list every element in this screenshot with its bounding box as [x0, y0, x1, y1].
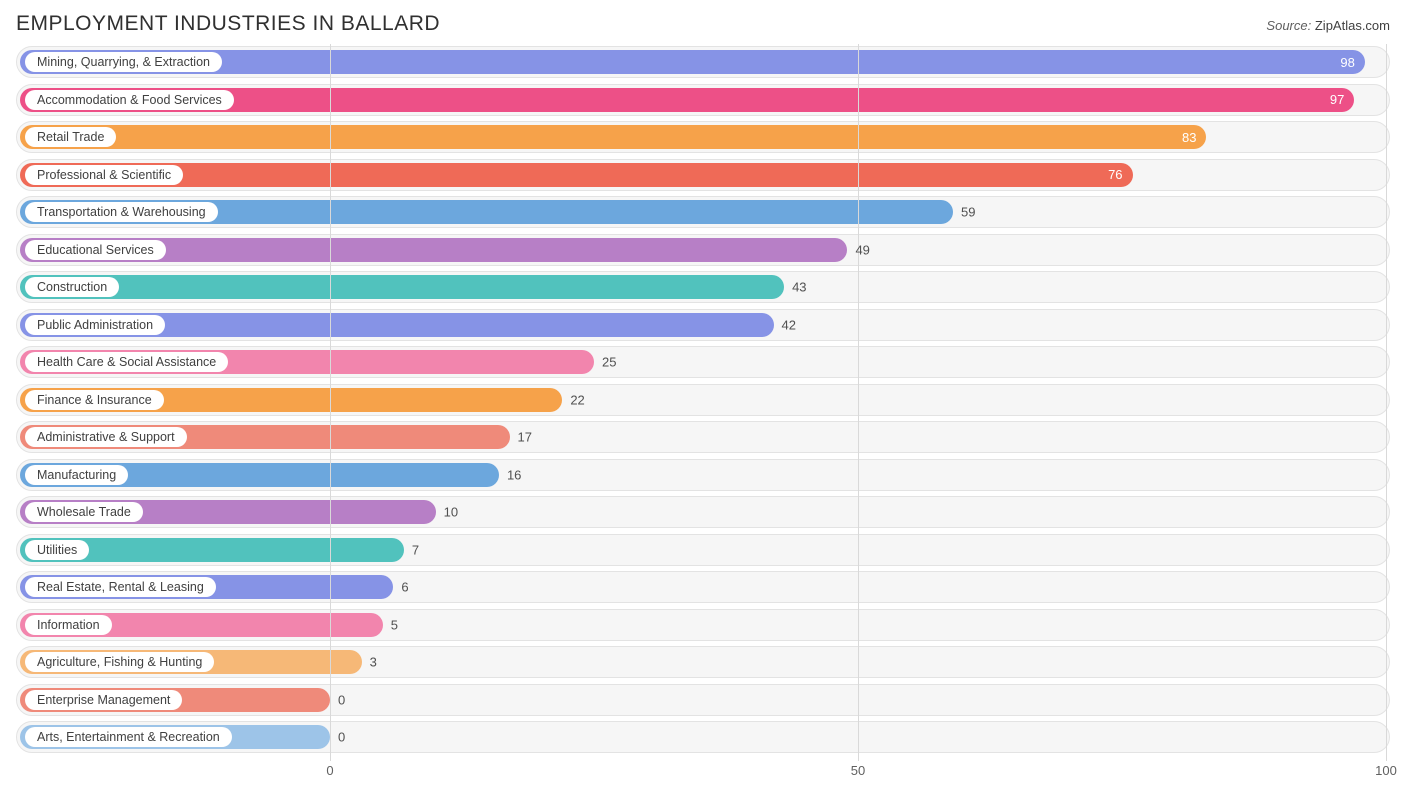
- bar-value: 16: [507, 467, 521, 482]
- bar-row: Public Administration 42: [16, 309, 1390, 341]
- category-pill: Professional & Scientific: [25, 165, 183, 185]
- bar-value: 6: [401, 580, 408, 595]
- bar-row: Wholesale Trade 10: [16, 496, 1390, 528]
- bar-value: 97: [1330, 92, 1344, 107]
- category-pill: Information: [25, 615, 112, 635]
- bar-row: 97 Accommodation & Food Services: [16, 84, 1390, 116]
- source-value: ZipAtlas.com: [1315, 18, 1390, 33]
- bar-value: 0: [338, 730, 345, 745]
- bar-value: 42: [782, 317, 796, 332]
- bar-row: Transportation & Warehousing 59: [16, 196, 1390, 228]
- bar-row: 98 Mining, Quarrying, & Extraction: [16, 46, 1390, 78]
- category-pill: Construction: [25, 277, 119, 297]
- category-pill: Finance & Insurance: [25, 390, 164, 410]
- bar-value: 59: [961, 205, 975, 220]
- bar-row: Finance & Insurance 22: [16, 384, 1390, 416]
- bar-value: 76: [1108, 167, 1122, 182]
- bar-row: Utilities 7: [16, 534, 1390, 566]
- bar-value: 5: [391, 617, 398, 632]
- bar-value: 83: [1182, 130, 1196, 145]
- bar-value: 0: [338, 692, 345, 707]
- x-axis: 050100: [16, 759, 1390, 787]
- chart-area: 98 Mining, Quarrying, & Extraction 97 Accom…: [16, 46, 1390, 787]
- bar-row: Health Care & Social Assistance 25: [16, 346, 1390, 378]
- bar-row: Manufacturing 16: [16, 459, 1390, 491]
- category-pill: Health Care & Social Assistance: [25, 352, 228, 372]
- bar-row: Educational Services 49: [16, 234, 1390, 266]
- category-pill: Agriculture, Fishing & Hunting: [25, 652, 214, 672]
- header: EMPLOYMENT INDUSTRIES IN BALLARD Source:…: [16, 12, 1390, 36]
- bar-row: Information 5: [16, 609, 1390, 641]
- bar-value: 25: [602, 355, 616, 370]
- category-pill: Manufacturing: [25, 465, 128, 485]
- bar-row: Agriculture, Fishing & Hunting 3: [16, 646, 1390, 678]
- bar-value: 3: [370, 655, 377, 670]
- category-pill: Mining, Quarrying, & Extraction: [25, 52, 222, 72]
- plot: 98 Mining, Quarrying, & Extraction 97 Accom…: [16, 46, 1390, 753]
- category-pill: Arts, Entertainment & Recreation: [25, 727, 232, 747]
- x-tick-label: 50: [851, 763, 865, 778]
- chart-title: EMPLOYMENT INDUSTRIES IN BALLARD: [16, 12, 440, 36]
- bar-value: 49: [855, 242, 869, 257]
- bar-row: 76 Professional & Scientific: [16, 159, 1390, 191]
- category-pill: Administrative & Support: [25, 427, 187, 447]
- category-pill: Real Estate, Rental & Leasing: [25, 577, 216, 597]
- bar: 76: [20, 163, 1133, 187]
- category-pill: Transportation & Warehousing: [25, 202, 218, 222]
- category-pill: Utilities: [25, 540, 89, 560]
- bar-row: Administrative & Support 17: [16, 421, 1390, 453]
- bar: [20, 275, 784, 299]
- bar-row: 83 Retail Trade: [16, 121, 1390, 153]
- category-pill: Retail Trade: [25, 127, 116, 147]
- category-pill: Educational Services: [25, 240, 166, 260]
- bar-value: 7: [412, 542, 419, 557]
- bar-value: 10: [444, 505, 458, 520]
- category-pill: Accommodation & Food Services: [25, 90, 234, 110]
- category-pill: Enterprise Management: [25, 690, 182, 710]
- bar-row: Real Estate, Rental & Leasing 6: [16, 571, 1390, 603]
- category-pill: Wholesale Trade: [25, 502, 143, 522]
- bar-row: Arts, Entertainment & Recreation 0: [16, 721, 1390, 753]
- bar-value: 17: [518, 430, 532, 445]
- x-tick-label: 0: [326, 763, 333, 778]
- x-tick-label: 100: [1375, 763, 1397, 778]
- bar: 83: [20, 125, 1206, 149]
- source-label: Source:: [1266, 18, 1311, 33]
- chart-container: EMPLOYMENT INDUSTRIES IN BALLARD Source:…: [0, 0, 1406, 777]
- bar-value: 22: [570, 392, 584, 407]
- bar-row: Enterprise Management 0: [16, 684, 1390, 716]
- source-attribution: Source: ZipAtlas.com: [1266, 18, 1390, 33]
- bar-row: Construction 43: [16, 271, 1390, 303]
- category-pill: Public Administration: [25, 315, 165, 335]
- bar-value: 43: [792, 280, 806, 295]
- bar-value: 98: [1340, 55, 1354, 70]
